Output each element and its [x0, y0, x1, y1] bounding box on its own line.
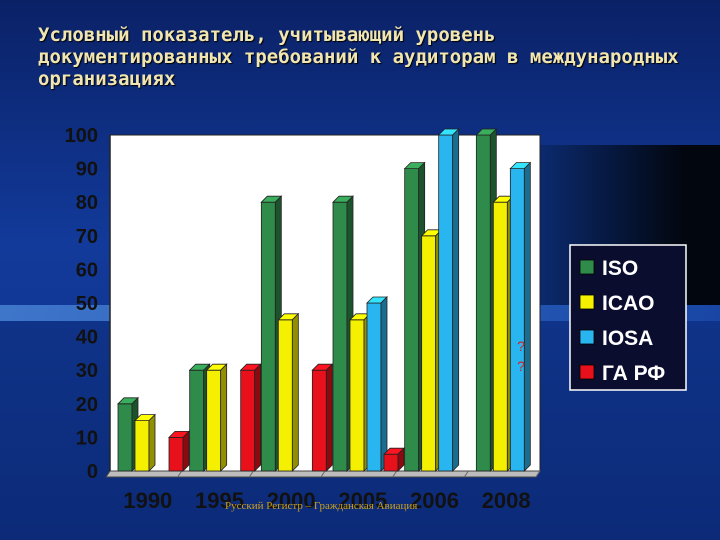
- y-tick-label: 20: [76, 394, 98, 416]
- x-tick-label: 2000: [267, 488, 316, 513]
- x-tick-label: 1990: [123, 488, 172, 513]
- legend-swatch: [579, 294, 595, 310]
- bar-iosa-2006: [437, 128, 460, 472]
- legend-swatch: [579, 329, 595, 345]
- legend-label: ISO: [602, 257, 638, 280]
- bar-га-рф-2000: [311, 363, 334, 472]
- legend: ISO ICAO IOSA ГА РФ: [569, 244, 687, 391]
- y-tick-label: 60: [76, 259, 98, 281]
- legend-swatch: [579, 364, 595, 380]
- bar-icao-1995: [205, 363, 228, 472]
- bar-icao-1990: [134, 413, 156, 472]
- bar-iosa-2005: [366, 296, 388, 472]
- y-tick-label: 70: [76, 226, 98, 248]
- x-tick-label: 2008: [482, 488, 531, 513]
- y-tick-label: 50: [76, 293, 98, 315]
- x-tick-label: 2006: [410, 488, 459, 513]
- y-tick-label: 40: [76, 327, 98, 349]
- bar-icao-2000: [277, 312, 300, 472]
- bar-га-рф-2005: [383, 447, 405, 472]
- bar-га-рф-1995: [239, 363, 262, 472]
- legend-label: ICAO: [602, 292, 655, 315]
- bar-iosa-2008: [509, 161, 532, 472]
- y-tick-label: 30: [76, 360, 98, 382]
- bar-га-рф-1990: [168, 430, 190, 472]
- slide-footer: Русский Регистр – Гражданская Авиация: [225, 500, 418, 512]
- slide-title: Условный показатель, учитывающий уровень…: [38, 24, 679, 90]
- annotation-question: ?: [517, 338, 525, 354]
- annotation-question: ?: [517, 358, 525, 374]
- y-tick-label: 100: [65, 125, 98, 147]
- legend-swatch: [579, 259, 595, 275]
- y-tick-label: 90: [76, 159, 98, 181]
- legend-label: IOSA: [602, 327, 653, 350]
- y-tick-label: 10: [76, 427, 98, 449]
- y-tick-label: 0: [87, 461, 98, 483]
- x-tick-label: 1995: [195, 488, 244, 513]
- legend-label: ГА РФ: [602, 362, 665, 385]
- y-tick-label: 80: [76, 192, 98, 214]
- x-tick-label: 2005: [338, 488, 387, 513]
